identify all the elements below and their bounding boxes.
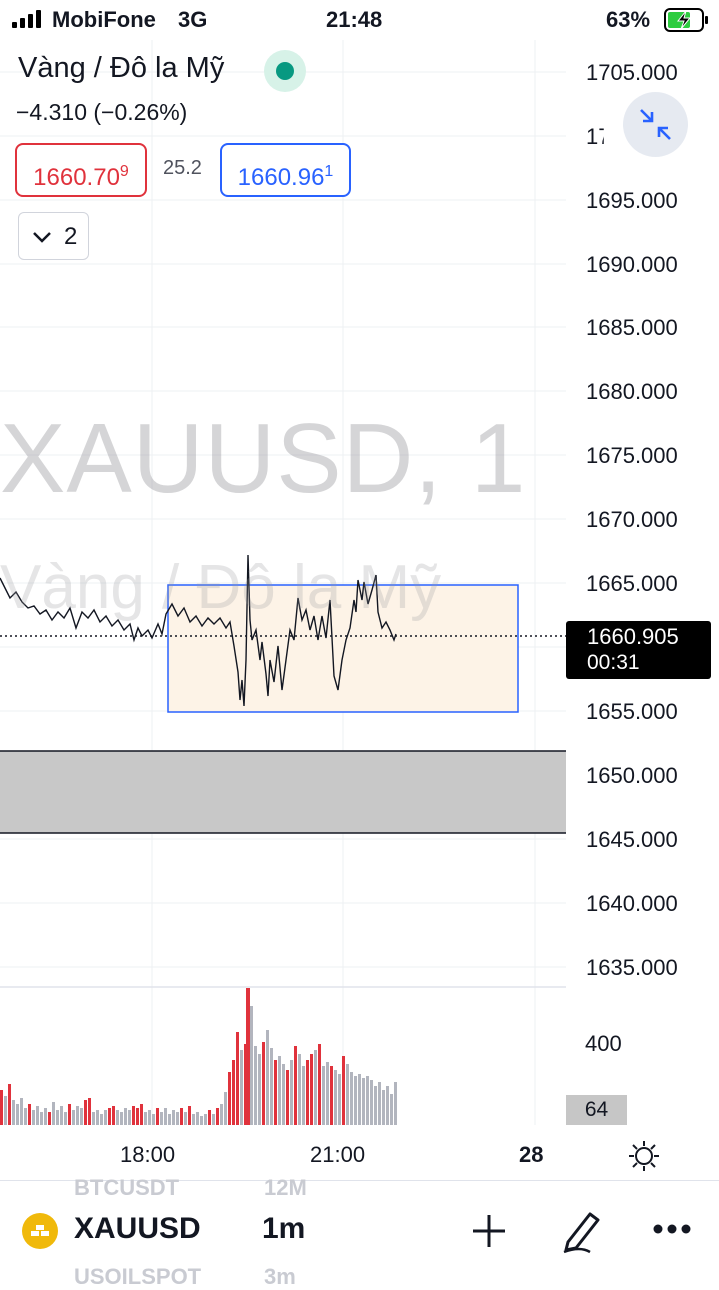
bar-countdown: 00:31 <box>587 651 640 674</box>
price-axis-label: 1675.000 <box>586 443 678 468</box>
indicators-collapse-button[interactable]: 2 <box>18 212 89 260</box>
status-bar: MobiFone 3G 21:48 63% <box>0 0 719 40</box>
more-options-icon[interactable] <box>652 1222 692 1236</box>
ghost-symbol-above: BTCUSDT <box>74 1175 180 1200</box>
chart-watermark-name: Vàng / Đô la Mỹ <box>0 553 442 622</box>
battery-charging-icon <box>664 8 708 32</box>
price-axis-label: 1705.000 <box>586 60 678 85</box>
signal-icon <box>12 10 44 28</box>
indicator-count: 2 <box>64 223 78 250</box>
current-price: 1660.905 <box>587 624 679 649</box>
price-axis-label: 1640.000 <box>586 891 678 916</box>
price-axis-label: 1635.000 <box>586 955 678 980</box>
price-axis-label: 1655.000 <box>586 699 678 724</box>
settings-sun-icon[interactable] <box>628 1140 660 1172</box>
buy-price: 1660.961 <box>237 163 334 191</box>
price-axis-label: 1685.000 <box>586 315 678 340</box>
price-axis-label: 1670.000 <box>586 507 678 532</box>
volume-axis-label: 400 <box>585 1031 622 1056</box>
time-axis-label: 28 <box>519 1142 544 1167</box>
chart-canvas[interactable] <box>0 40 566 1125</box>
current-volume-label: 64 <box>566 1095 627 1125</box>
volume-bars <box>0 988 397 1125</box>
timeframe-selector[interactable]: 1m <box>262 1212 306 1245</box>
price-axis-label: 1695.000 <box>586 188 678 213</box>
symbol-title: Vàng / Đô la Mỹ <box>18 52 225 84</box>
ghost-timeframe-above: 12M <box>264 1175 307 1200</box>
price-axis-label: 1700.000 <box>586 124 604 150</box>
buy-price-button[interactable]: 1660.961 <box>220 143 351 197</box>
price-axis-label: 1690.000 <box>586 252 678 277</box>
support-zone <box>0 751 566 833</box>
carrier-name: MobiFone <box>52 7 156 32</box>
ghost-timeframe-below: 3m <box>264 1264 296 1289</box>
current-price-label: 1660.905 00:31 <box>566 621 711 679</box>
price-change: −4.310 (−0.26%) <box>16 99 188 125</box>
drawing-pen-icon[interactable] <box>560 1206 606 1254</box>
price-axis-label: 1665.000 <box>586 571 678 596</box>
add-icon[interactable] <box>470 1212 508 1250</box>
price-series <box>0 554 397 707</box>
market-status-indicator[interactable] <box>264 50 306 92</box>
price-axis-label: 1650.000 <box>586 763 678 788</box>
minimize-arrows-icon <box>640 109 671 140</box>
sell-price: 1660.709 <box>33 163 129 191</box>
spread-value: 25.2 <box>163 157 202 179</box>
network-type: 3G <box>178 7 208 32</box>
battery-percent: 63% <box>606 7 651 32</box>
symbol-selector[interactable]: XAUUSD <box>74 1212 201 1245</box>
time-axis-label: 21:00 <box>310 1142 366 1167</box>
clock: 21:48 <box>326 7 383 32</box>
bottom-toolbar: BTCUSDT 12M USOILSPOT 3m <box>0 1175 719 1289</box>
chevron-down-icon <box>33 232 51 243</box>
chart-watermark-symbol: XAUUSD, 1 <box>0 403 527 513</box>
time-axis-label: 18:00 <box>120 1142 176 1167</box>
ghost-symbol-below: USOILSPOT <box>74 1264 202 1289</box>
price-axis-label: 1645.000 <box>586 827 678 852</box>
market-open-icon <box>276 62 294 80</box>
price-axis-label: 1680.000 <box>586 379 678 404</box>
exit-fullscreen-button[interactable] <box>623 92 688 157</box>
range-rectangle <box>167 584 519 713</box>
gold-bars-icon <box>22 1213 58 1249</box>
sell-price-button[interactable]: 1660.709 <box>15 143 147 197</box>
